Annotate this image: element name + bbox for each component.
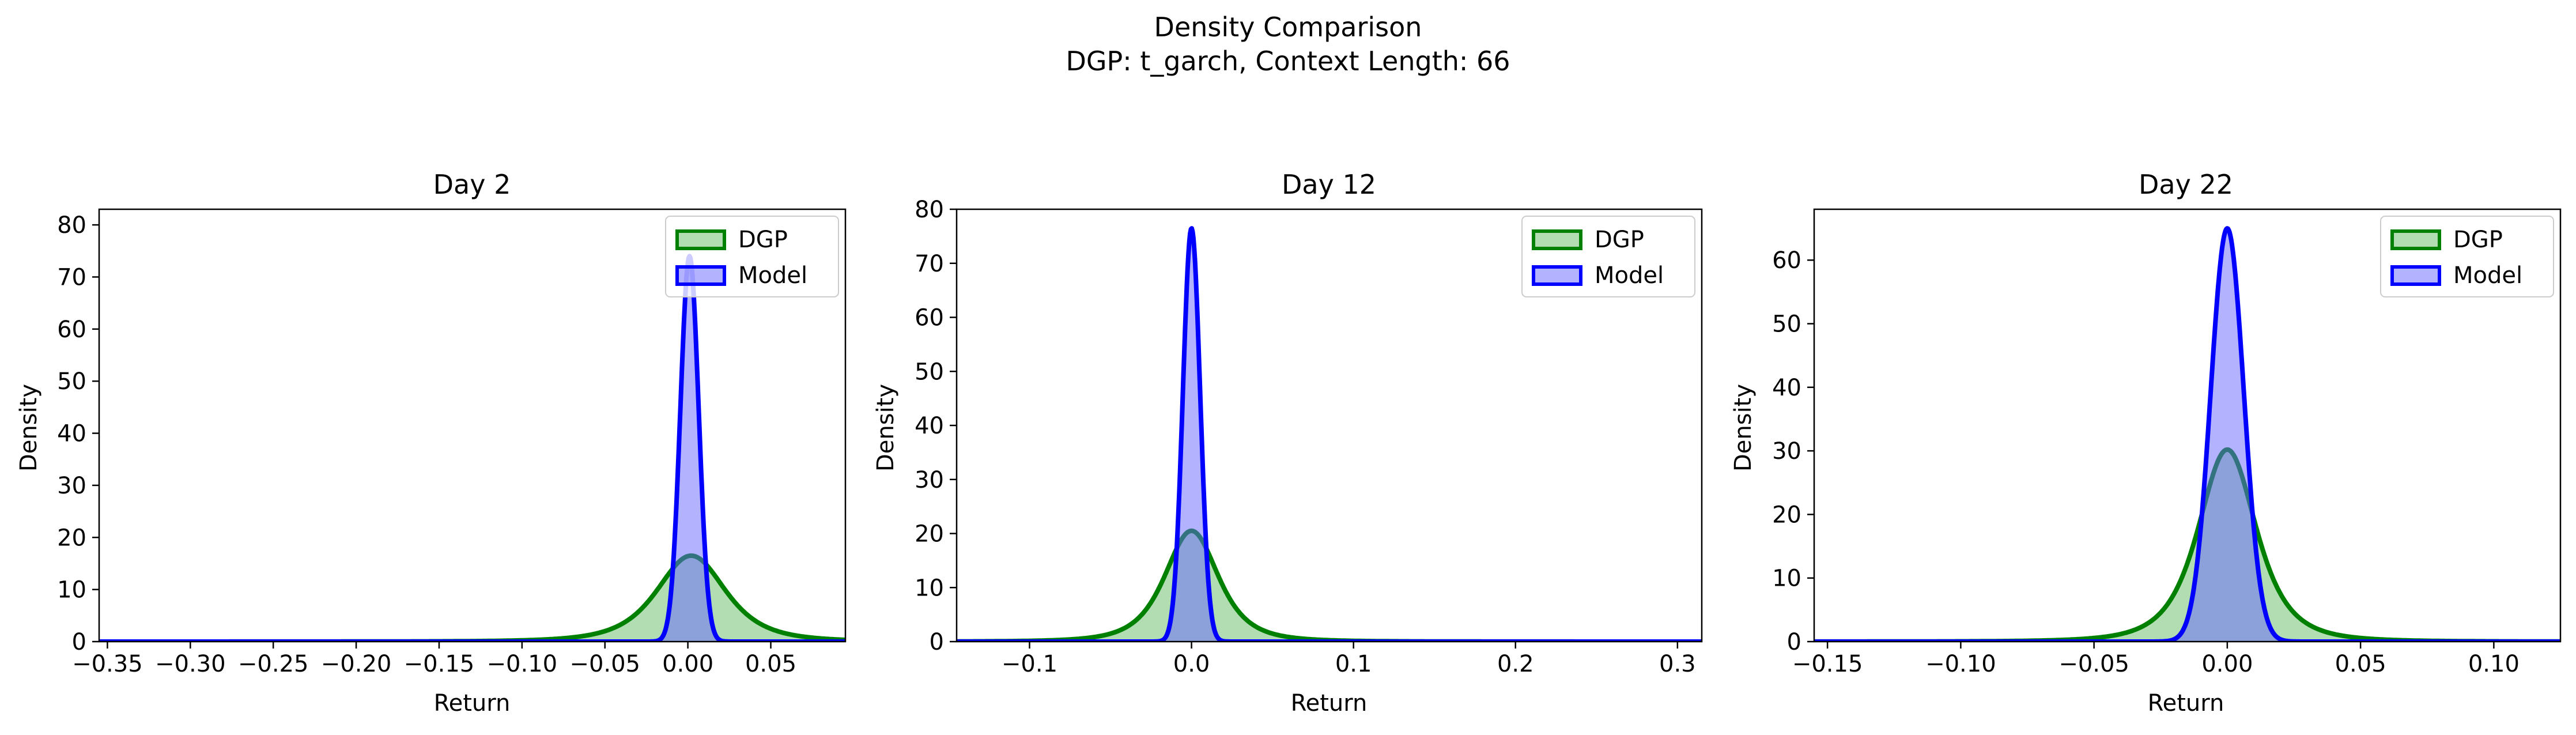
y-tick-label: 20: [1772, 502, 1801, 528]
panel-day-12: Day 12 Return Density −0.1 0.0 0.1 0.2 0.3 0 1…: [872, 169, 1703, 717]
x-tick-label: −0.10: [1925, 651, 1996, 677]
axes-frame: [1813, 208, 2562, 643]
legend-label-dgp: DGP: [738, 227, 788, 253]
x-tick-label: −0.1: [1002, 651, 1057, 677]
y-tick-label: 80: [915, 197, 944, 223]
x-tick-label: −0.25: [238, 651, 309, 677]
legend: DGP Model: [665, 216, 839, 297]
legend: DGP Model: [1521, 216, 1695, 297]
y-tick-label: 10: [915, 575, 944, 601]
panel-day-22: Day 22 Return Density −0.15 −0.10 −0.05 0.0…: [1730, 169, 2562, 717]
legend-swatch-dgp: [675, 229, 726, 250]
legend-label-dgp: DGP: [1595, 227, 1644, 253]
y-tick-label: 70: [915, 251, 944, 277]
axes-frame: [98, 208, 847, 643]
panel-title: Day 12: [1282, 169, 1376, 200]
x-tick-label: −0.30: [155, 651, 226, 677]
y-tick-label: 60: [915, 305, 944, 331]
legend-swatch-model: [2390, 265, 2441, 286]
dgp-density-fill: [1814, 449, 2560, 642]
dgp-density-fill: [957, 530, 1702, 642]
legend-label-model: Model: [1595, 262, 1664, 289]
y-tick-label: 30: [57, 473, 86, 499]
x-tick-label: 0.1: [1335, 651, 1372, 677]
y-axis-label: Density: [16, 384, 42, 472]
legend-label-dgp: DGP: [2453, 227, 2503, 253]
x-tick-label: −0.10: [487, 651, 558, 677]
y-axis-label: Density: [872, 384, 899, 472]
model-density-line: [1814, 226, 2560, 642]
model-density-fill: [99, 256, 845, 642]
x-tick-label: 0.05: [2335, 651, 2386, 677]
y-axis-label: Density: [1730, 384, 1757, 472]
y-tick-label: 60: [57, 316, 86, 343]
legend: DGP Model: [2380, 216, 2554, 297]
y-tick-label: 40: [1772, 375, 1801, 401]
legend-swatch-dgp: [1532, 229, 1582, 250]
x-tick-label: −0.20: [321, 651, 392, 677]
y-tick-label: 70: [57, 264, 86, 291]
dgp-density-fill: [99, 555, 845, 642]
y-tick-label: 40: [915, 413, 944, 439]
x-tick-label: 0.10: [2468, 651, 2520, 677]
dgp-density-line: [957, 528, 1702, 642]
y-tick-label: 80: [57, 212, 86, 239]
x-tick-label: 0.05: [745, 651, 796, 677]
y-tick-label: 0: [930, 629, 944, 655]
x-tick-label: 0.00: [2201, 651, 2253, 677]
x-tick-label: −0.15: [404, 651, 475, 677]
y-tick-label: 20: [57, 525, 86, 551]
x-tick-label: 0.00: [662, 651, 713, 677]
x-tick-label: 0.2: [1497, 651, 1534, 677]
plot-area: −0.35 −0.30 −0.25 −0.20 −0.15 −0.10 −0.05 0.00 0…: [57, 208, 847, 677]
y-tick-label: 50: [57, 368, 86, 395]
legend-swatch-dgp: [2390, 229, 2441, 250]
panel-title: Day 2: [433, 169, 511, 200]
y-tick-label: 50: [1772, 311, 1801, 338]
x-tick-label: 0.0: [1173, 651, 1210, 677]
y-tick-label: 60: [1772, 247, 1801, 274]
density-curves: [957, 226, 1702, 642]
x-axis-label: Return: [2148, 690, 2224, 717]
y-tick-label: 10: [1772, 566, 1801, 592]
legend-swatch-model: [675, 265, 726, 286]
x-tick-label: −0.35: [72, 651, 143, 677]
y-tick-label: 30: [1772, 438, 1801, 465]
y-tick-label: 20: [915, 521, 944, 548]
density-curves: [99, 254, 845, 642]
x-axis-label: Return: [434, 690, 511, 717]
plot-area: −0.1 0.0 0.1 0.2 0.3 0 10 20 30 40 50 60 70 80: [915, 197, 1703, 677]
model-density-line: [99, 254, 845, 642]
plot-area: −0.15 −0.10 −0.05 0.00 0.05 0.10 0 10 20 30 40 50 60: [1772, 208, 2562, 677]
x-tick-label: −0.05: [2058, 651, 2129, 677]
panel-title: Day 22: [2139, 169, 2233, 200]
legend-swatch-model: [1532, 265, 1582, 286]
x-tick-label: −0.15: [1792, 651, 1863, 677]
y-tick-label: 50: [915, 359, 944, 385]
y-tick-label: 0: [1787, 629, 1801, 655]
y-tick-label: 10: [57, 577, 86, 604]
figure-subtitle: DGP: t_garch, Context Length: 66: [1066, 46, 1510, 77]
figure-title: Density Comparison: [1154, 12, 1422, 43]
y-tick-label: 0: [72, 629, 86, 655]
legend-label-model: Model: [2453, 262, 2522, 289]
y-tick-label: 40: [57, 421, 86, 447]
panel-day-2: Day 2 Return Density −0.35 −0.30 −0.25 −0.2…: [16, 169, 847, 717]
y-tick-label: 30: [915, 467, 944, 493]
x-axis-label: Return: [1291, 690, 1368, 717]
x-tick-label: 0.3: [1659, 651, 1696, 677]
x-tick-label: −0.05: [569, 651, 640, 677]
legend-label-model: Model: [738, 262, 807, 289]
